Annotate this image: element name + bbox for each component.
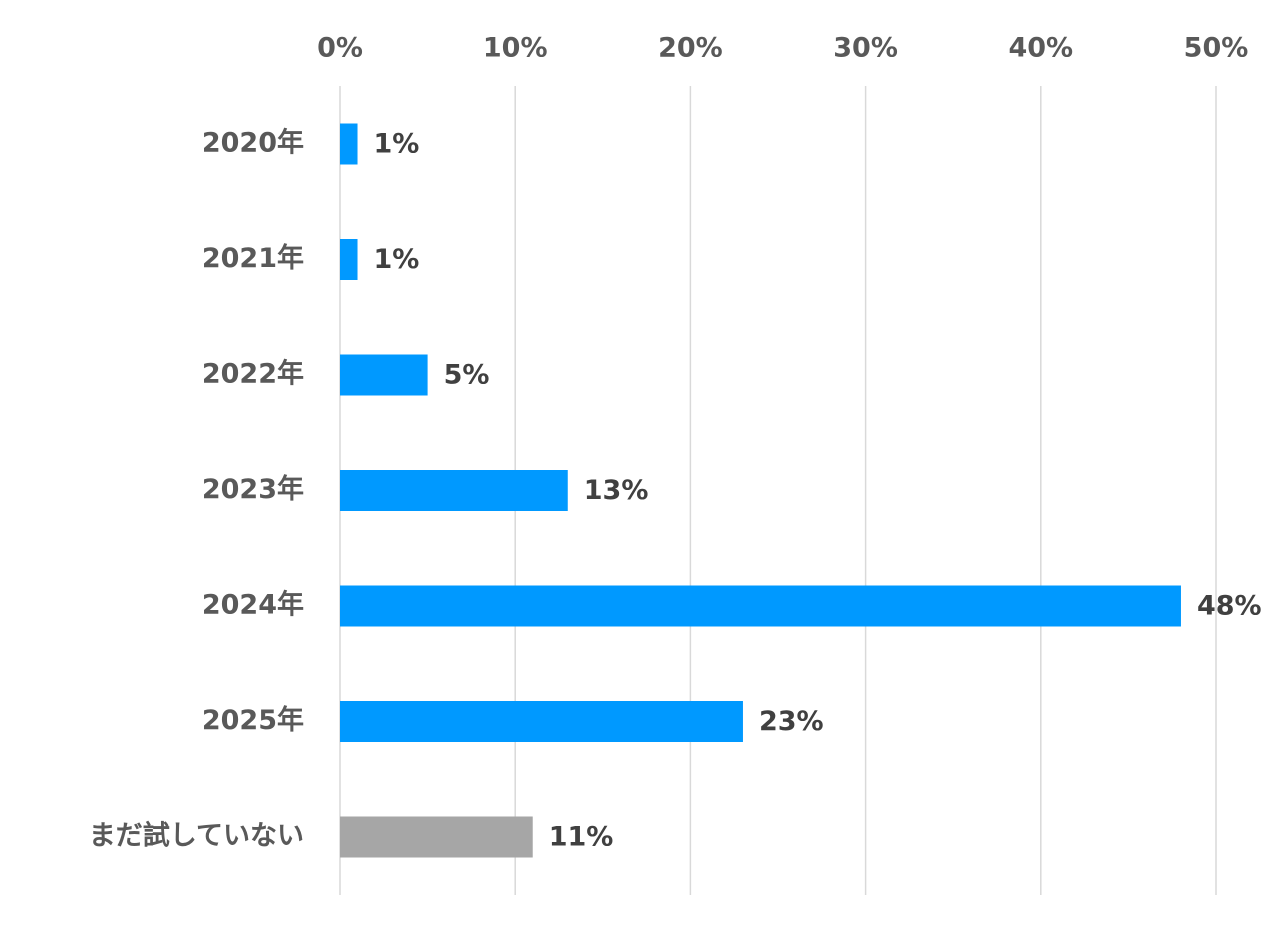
x-tick-label: 30% — [833, 33, 898, 64]
bar — [340, 701, 743, 742]
x-tick-label: 0% — [317, 33, 363, 64]
category-label: 2020年 — [202, 127, 304, 159]
x-tick-label: 20% — [658, 33, 723, 64]
category-label: 2021年 — [202, 242, 304, 274]
category-label: まだ試していない — [89, 820, 304, 852]
x-tick-label: 40% — [1008, 33, 1073, 64]
data-label: 23% — [759, 706, 824, 737]
bar — [340, 354, 428, 396]
data-label: 1% — [374, 129, 420, 160]
category-label: 2024年 — [202, 589, 304, 621]
x-axis-ticks: 0% 10% 20% 30% 40% 50% — [317, 33, 1248, 64]
category-label: 2023年 — [202, 473, 304, 505]
data-labels: 1% 1% 5% 13% 48% 23% 11% — [374, 129, 1262, 853]
bar — [340, 470, 568, 511]
bar — [340, 816, 533, 858]
category-label: 2022年 — [202, 358, 304, 390]
data-label: 1% — [374, 244, 420, 275]
x-tick-label: 50% — [1184, 33, 1249, 64]
category-label: 2025年 — [202, 704, 304, 736]
gridlines — [339, 86, 1217, 895]
bars — [340, 123, 1181, 858]
data-label: 11% — [549, 822, 614, 853]
bar — [340, 585, 1181, 627]
x-tick-label: 10% — [483, 33, 548, 64]
bar — [340, 239, 358, 280]
data-label: 5% — [444, 360, 490, 391]
bar — [340, 123, 358, 165]
data-label: 48% — [1197, 591, 1262, 622]
data-label: 13% — [584, 475, 649, 506]
